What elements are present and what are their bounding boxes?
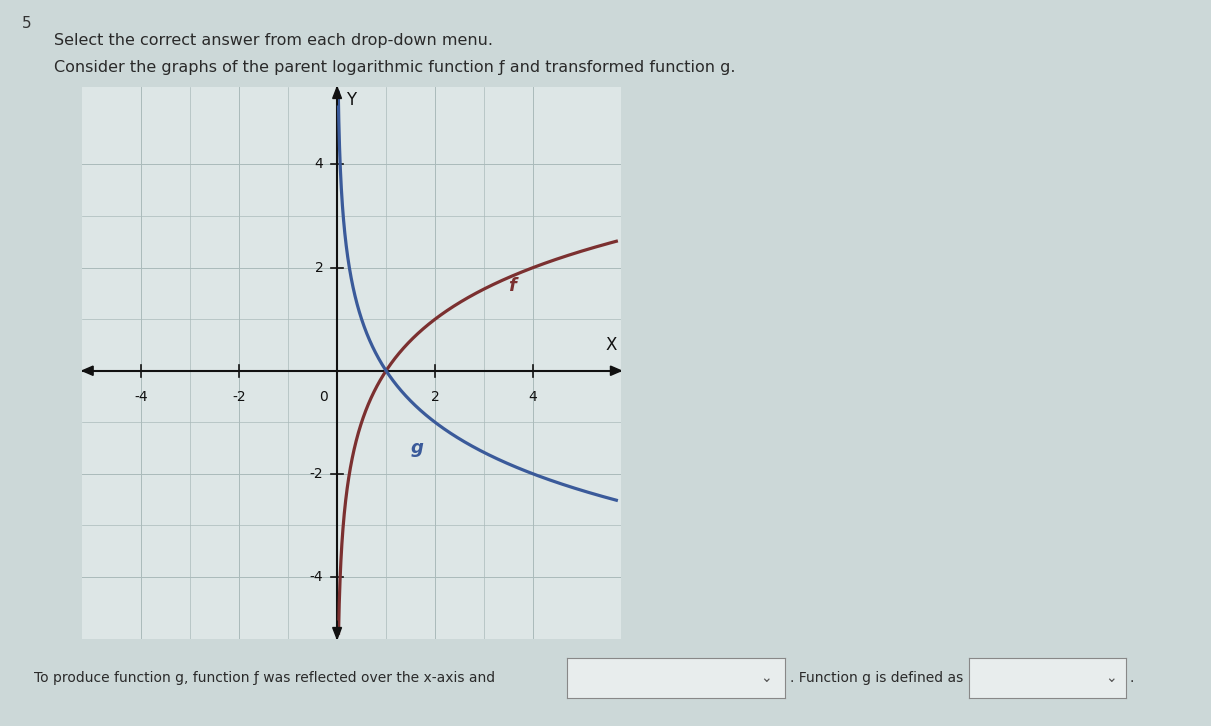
Text: 0: 0 (318, 391, 328, 404)
FancyArrow shape (333, 621, 342, 639)
Text: To produce function g, function ƒ was reflected over the x-axis and: To produce function g, function ƒ was re… (34, 671, 499, 685)
Text: -4: -4 (134, 391, 148, 404)
Text: 4: 4 (315, 158, 323, 171)
FancyArrow shape (333, 87, 342, 105)
Text: X: X (606, 336, 618, 354)
Text: 4: 4 (529, 391, 538, 404)
FancyArrow shape (604, 366, 621, 375)
Text: -4: -4 (310, 570, 323, 584)
Text: Select the correct answer from each drop-down menu.: Select the correct answer from each drop… (54, 33, 494, 48)
Text: f: f (509, 277, 516, 295)
Text: 2: 2 (315, 261, 323, 274)
Text: ⌄: ⌄ (761, 672, 771, 685)
FancyArrow shape (82, 366, 99, 375)
Text: g: g (411, 439, 424, 457)
Text: .: . (1130, 671, 1135, 685)
Text: 5: 5 (22, 16, 31, 31)
Text: . Function g is defined as: . Function g is defined as (790, 671, 968, 685)
Text: 2: 2 (431, 391, 440, 404)
Text: Consider the graphs of the parent logarithmic function ƒ and transformed functio: Consider the graphs of the parent logari… (54, 60, 736, 75)
Text: -2: -2 (310, 467, 323, 481)
Text: ⌄: ⌄ (1106, 672, 1117, 685)
Text: -2: -2 (233, 391, 246, 404)
Text: Y: Y (346, 91, 356, 109)
